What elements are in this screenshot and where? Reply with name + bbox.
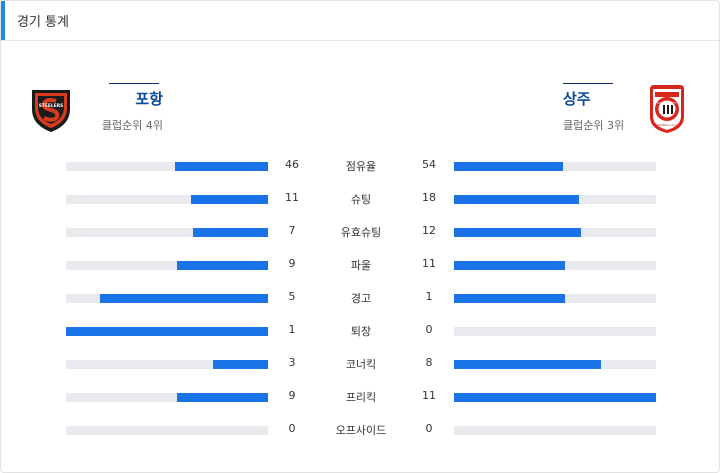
away-stat-bar-fill	[454, 261, 565, 270]
home-stat-bar-track	[66, 393, 268, 402]
away-stat-bar-fill	[454, 228, 581, 237]
stat-row: 9 파울 11	[1, 257, 720, 272]
away-team-underline	[563, 83, 613, 84]
away-stat-value: 0	[425, 422, 433, 435]
home-stat-value: 0	[288, 422, 296, 435]
home-stat-bar-track	[66, 228, 268, 237]
stat-row: 0 오프사이드 0	[1, 422, 720, 437]
away-stat-bar-track	[454, 195, 656, 204]
home-team-rank: 클럽순위 4위	[101, 119, 163, 132]
stat-row: 9 프리킥 11	[1, 389, 720, 404]
svg-text:SANGJU CITY: SANGJU CITY	[657, 101, 676, 105]
away-stat-value: 11	[422, 389, 436, 402]
panel-title: 경기 통계	[17, 15, 69, 30]
stat-label: 프리킥	[345, 391, 377, 404]
away-stat-bar-track	[454, 360, 656, 369]
home-stat-bar-track	[66, 195, 268, 204]
away-stat-value: 11	[422, 257, 436, 270]
home-team-info: 포항 클럽순위 4위	[101, 83, 163, 133]
stat-label: 오프사이드	[335, 424, 387, 437]
away-stat-bar-track	[454, 294, 656, 303]
stat-label: 경고	[350, 292, 372, 305]
away-team-rank: 클럽순위 3위	[563, 119, 625, 132]
away-team-name[interactable]: 상주	[563, 90, 591, 108]
stat-row: 3 코너킥 8	[1, 356, 720, 371]
stat-label: 퇴장	[350, 325, 372, 338]
home-stat-value: 3	[288, 356, 296, 369]
home-stat-value: 11	[285, 191, 299, 204]
home-team-logo: STEELERS	[29, 87, 73, 137]
svg-text:STEELERS: STEELERS	[39, 103, 64, 109]
away-stat-bar-fill	[454, 360, 601, 369]
away-stat-bar-fill	[454, 294, 565, 303]
home-team-underline	[109, 83, 159, 84]
home-stat-bar-fill	[213, 360, 268, 369]
stat-row: 11 슈팅 18	[1, 191, 720, 206]
home-stat-value: 9	[288, 389, 296, 402]
away-stat-value: 18	[422, 191, 436, 204]
away-stat-value: 12	[422, 224, 436, 237]
away-stat-bar-track	[454, 228, 656, 237]
away-stat-bar-track	[454, 327, 656, 336]
svg-text:FOOTBALL CLUB: FOOTBALL CLUB	[655, 123, 680, 127]
away-stat-value: 8	[425, 356, 433, 369]
sangju-crest-icon: SANGJU CITY FOOTBALL CLUB	[650, 85, 684, 133]
home-stat-bar-track	[66, 261, 268, 270]
away-stat-bar-fill	[454, 195, 579, 204]
panel-header: 경기 통계	[1, 1, 719, 41]
home-stat-bar-fill	[193, 228, 268, 237]
away-stat-value: 0	[425, 323, 433, 336]
home-stat-bar-track	[66, 327, 268, 336]
stat-row: 1 퇴장 0	[1, 323, 720, 338]
home-stat-bar-fill	[177, 261, 268, 270]
stat-label: 파울	[350, 259, 372, 272]
stat-row: 7 유효슈팅 12	[1, 224, 720, 239]
home-stat-bar-track	[66, 360, 268, 369]
header-accent-bar	[1, 1, 5, 40]
home-stat-value: 7	[288, 224, 296, 237]
home-stat-value: 9	[288, 257, 296, 270]
away-stat-bar-fill	[454, 162, 563, 171]
home-stat-value: 5	[288, 290, 296, 303]
stat-row: 5 경고 1	[1, 290, 720, 305]
away-stat-bar-track	[454, 261, 656, 270]
away-team-info: 상주 클럽순위 3위	[563, 83, 625, 133]
home-stat-bar-track	[66, 294, 268, 303]
away-stat-value: 54	[422, 158, 436, 171]
home-stat-bar-fill	[175, 162, 268, 171]
home-stat-bar-fill	[100, 294, 268, 303]
stat-label: 점유율	[345, 160, 377, 173]
home-stat-bar-fill	[177, 393, 268, 402]
home-stat-value: 1	[288, 323, 296, 336]
home-stat-bar-fill	[66, 327, 268, 336]
stat-label: 코너킥	[345, 358, 377, 371]
home-stat-bar-track	[66, 426, 268, 435]
away-team-logo: SANGJU CITY FOOTBALL CLUB	[646, 83, 688, 139]
away-stat-bar-fill	[454, 393, 656, 402]
stat-label: 유효슈팅	[340, 226, 382, 239]
away-stat-bar-track	[454, 162, 656, 171]
away-stat-value: 1	[425, 290, 433, 303]
stat-row: 46 점유율 54	[1, 158, 720, 173]
home-stat-value: 46	[285, 158, 299, 171]
steelers-shield-icon: STEELERS	[32, 90, 70, 132]
stat-label: 슈팅	[350, 193, 372, 206]
home-team-name[interactable]: 포항	[135, 90, 163, 108]
away-stat-bar-track	[454, 426, 656, 435]
home-stat-bar-track	[66, 162, 268, 171]
away-stat-bar-track	[454, 393, 656, 402]
home-stat-bar-fill	[191, 195, 268, 204]
